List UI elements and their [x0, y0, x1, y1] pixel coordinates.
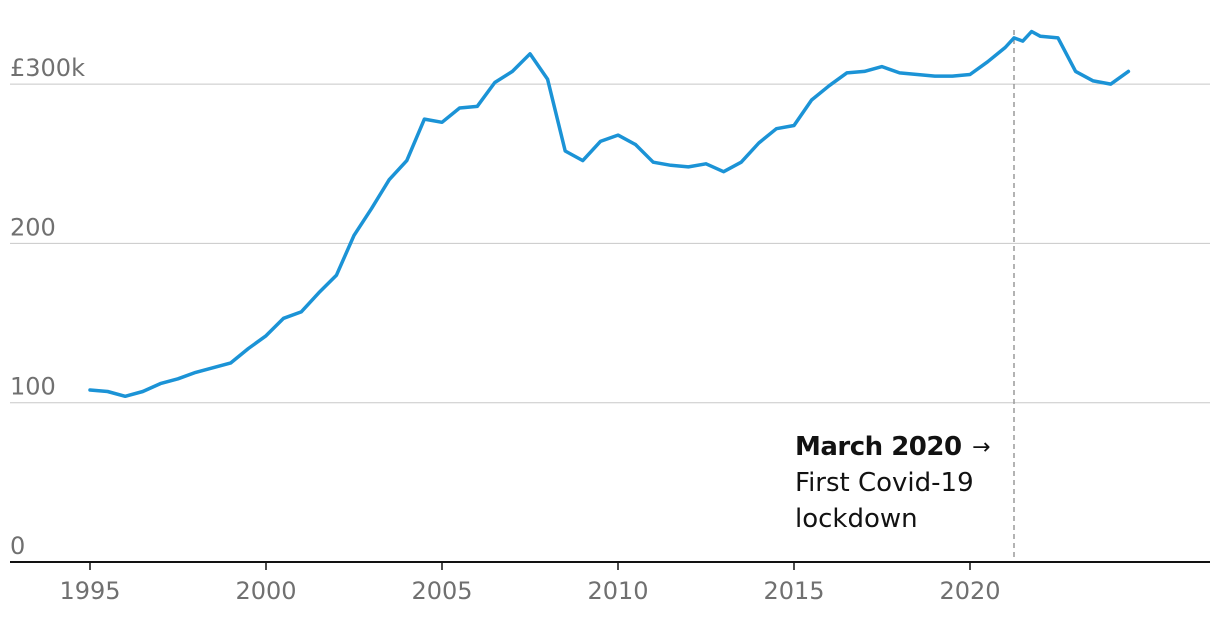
- annotation-text-line-2: lockdown: [795, 504, 918, 534]
- gridlines: [10, 83, 1210, 404]
- price-line: [88, 29, 1131, 399]
- annotation-text-line-1: First Covid-19: [795, 468, 974, 498]
- annotation: March 2020 → First Covid-19 lockdown: [795, 30, 1015, 562]
- x-tick-label: 2000: [235, 577, 296, 605]
- x-axis-ticks: 1995 2000 2005 2010 2015 2020: [59, 562, 1001, 605]
- annotation-arrow: →: [972, 435, 990, 460]
- y-tick-label: 200: [10, 213, 56, 241]
- y-tick-label: £300k: [10, 54, 85, 82]
- x-tick-label: 1995: [59, 577, 120, 605]
- annotation-title: March 2020: [795, 432, 962, 462]
- y-axis-ticks: 0 100 200 £300k: [10, 54, 85, 560]
- x-tick-label: 2010: [587, 577, 648, 605]
- y-tick-label: 0: [10, 532, 25, 560]
- series: [88, 29, 1131, 399]
- y-tick-label: 100: [10, 373, 56, 401]
- x-tick-label: 2005: [411, 577, 472, 605]
- x-tick-label: 2020: [939, 577, 1000, 605]
- x-tick-label: 2015: [763, 577, 824, 605]
